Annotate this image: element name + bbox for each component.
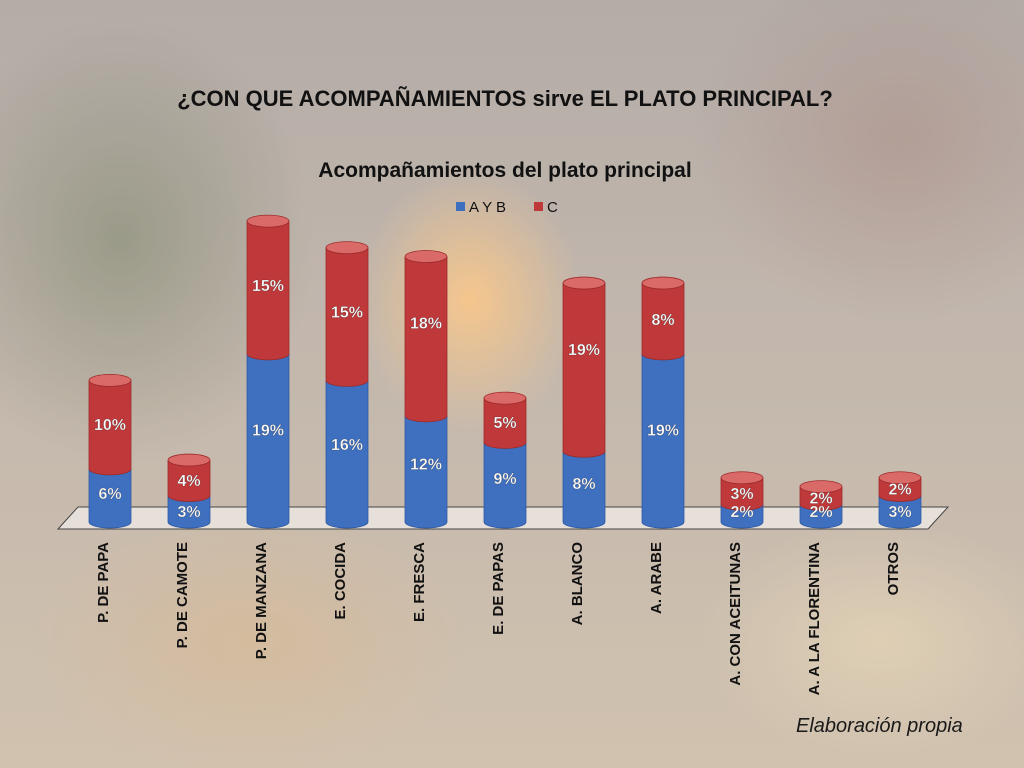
bar-6: 8% 19%	[562, 276, 606, 529]
x-tick-label: P. DE PAPA	[95, 542, 112, 623]
bar-top-cap	[88, 373, 132, 387]
bar-3: 16% 15%	[325, 241, 369, 529]
data-label-a-y-b: 16%	[331, 437, 363, 454]
data-label-a-y-b: 12%	[410, 457, 442, 474]
data-label-a-y-b: 3%	[888, 504, 911, 521]
bar-5: 9% 5%	[483, 391, 527, 529]
bar-4: 12% 18%	[404, 250, 448, 529]
bar-top-cap	[167, 453, 211, 467]
x-tick-label: A. BLANCO	[569, 542, 586, 626]
data-label-c: 15%	[331, 304, 363, 321]
x-tick-label: P. DE MANZANA	[253, 542, 270, 659]
data-label-a-y-b: 19%	[252, 423, 284, 440]
bar-2: 19% 15%	[246, 214, 290, 529]
bars: 6%10%3%4%19%15%16%15%12%18%9%5%8%19%19%8…	[88, 214, 922, 529]
data-label-c: 18%	[410, 316, 442, 333]
data-label-a-y-b: 9%	[493, 471, 516, 488]
bar-top-cap	[720, 471, 764, 485]
x-tick-label: A. CON ACEITUNAS	[727, 542, 744, 686]
chart-legend: A Y B C	[456, 199, 558, 216]
bar-top-cap	[878, 471, 922, 485]
data-label-c: 3%	[730, 486, 753, 503]
source-note: Elaboración propia	[796, 715, 963, 737]
x-axis-labels: P. DE PAPA P. DE CAMOTE P. DE MANZANA E. CO…	[95, 542, 902, 696]
bar-segment-a-y-b	[641, 353, 685, 529]
bar-segment-a-y-b	[325, 380, 369, 529]
data-label-c: 4%	[177, 473, 200, 490]
data-label-a-y-b: 2%	[730, 504, 753, 521]
bar-9: 2%2%	[799, 480, 843, 529]
x-tick-label: A. A LA FLORENTINA	[806, 542, 823, 695]
bar-7: 19% 8%	[641, 276, 685, 529]
data-label-c: 10%	[94, 417, 126, 434]
legend-label-c: C	[547, 199, 558, 216]
data-label-a-y-b: 6%	[98, 486, 121, 503]
bar-top-cap	[246, 214, 290, 228]
data-label-c: 8%	[651, 312, 674, 329]
data-label-c: 15%	[252, 278, 284, 295]
bar-10: 3%2%	[878, 471, 922, 529]
data-label-c: 2%	[809, 490, 832, 507]
bar-1: 3% 4%	[167, 453, 211, 529]
data-label-a-y-b: 19%	[647, 423, 679, 440]
x-tick-label: P. DE CAMOTE	[174, 542, 191, 648]
bar-top-cap	[325, 241, 369, 255]
bar-0: 6% 10%	[88, 373, 132, 529]
bar-top-cap	[483, 391, 527, 405]
data-label-c: 5%	[493, 415, 516, 432]
x-tick-label: E. DE PAPAS	[490, 542, 507, 635]
legend-swatch-c	[534, 202, 543, 211]
bar-top-cap	[641, 276, 685, 290]
slide-title: ¿CON QUE ACOMPAÑAMIENTOS sirve EL PLATO …	[177, 86, 833, 111]
bar-segment-c	[404, 256, 448, 423]
legend-swatch-a-y-b	[456, 202, 465, 211]
bar-top-cap	[562, 276, 606, 290]
bar-segment-a-y-b	[246, 353, 290, 529]
data-label-c: 19%	[568, 342, 600, 359]
x-tick-label: E. FRESCA	[411, 542, 428, 622]
data-label-a-y-b: 2%	[809, 504, 832, 521]
data-label-a-y-b: 3%	[177, 504, 200, 521]
bar-segment-c	[562, 282, 606, 458]
x-tick-label: E. COCIDA	[332, 542, 349, 620]
x-tick-label: A. ARABE	[648, 542, 665, 614]
legend-label-a-y-b: A Y B	[469, 199, 506, 216]
data-label-c: 2%	[888, 482, 911, 499]
x-tick-label: OTROS	[885, 542, 902, 595]
bar-top-cap	[799, 480, 843, 494]
chart-title: Acompañamientos del plato principal	[318, 159, 691, 182]
bar-8: 2%3%	[720, 471, 764, 529]
bar-top-cap	[404, 250, 448, 263]
data-label-a-y-b: 8%	[572, 476, 595, 493]
